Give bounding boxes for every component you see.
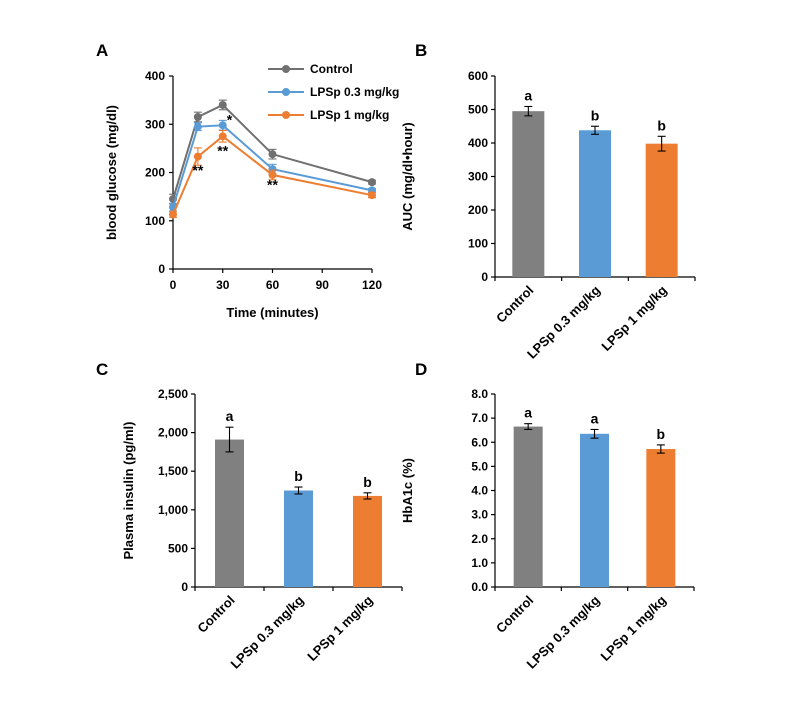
y-tick-label: 500: [468, 103, 488, 117]
y-tick-label: 400: [145, 69, 165, 83]
data-point: [269, 150, 277, 158]
data-point: [219, 101, 227, 109]
data-point: [194, 123, 202, 131]
data-point: [368, 178, 376, 186]
x-tick-label: 120: [362, 278, 382, 292]
y-axis-label: HbA1c (%): [400, 458, 415, 523]
category-label: Control: [493, 593, 536, 636]
y-tick-label: 8.0: [471, 387, 488, 401]
y-tick-label: 2,000: [158, 426, 188, 440]
data-point: [219, 121, 227, 129]
y-tick-label: 1.0: [471, 556, 488, 570]
bar: [580, 434, 609, 587]
bar: [353, 496, 382, 587]
y-tick-label: 100: [468, 237, 488, 251]
legend-label: LPSp 1 mg/kg: [310, 108, 389, 122]
significance-letter: a: [524, 405, 532, 421]
significance-marker: **: [192, 162, 203, 178]
y-tick-label: 600: [468, 69, 488, 83]
x-tick-label: 30: [216, 278, 230, 292]
x-axis-label: Time (minutes): [226, 305, 318, 320]
bar: [512, 111, 544, 277]
y-tick-label: 7.0: [471, 411, 488, 425]
y-tick-label: 2,500: [158, 387, 188, 401]
y-tick-label: 6.0: [471, 435, 488, 449]
panel-b: B 0 100 200 300 400 500 600 AUC (mg/dl•hour) a Con…: [400, 41, 695, 362]
y-tick-label: 500: [168, 541, 188, 555]
panel-d: D 0.0 1.0 2.0 3.0 4.0 5.0 6.0 7.0 8.0 HbA1c (%) a Co…: [400, 360, 694, 672]
x-tick-label: 60: [266, 278, 280, 292]
category-label: LPSp 1 mg/kg: [598, 282, 669, 353]
category-label: LPSp 0.3 mg/kg: [228, 592, 307, 671]
category-label: LPSp 1 mg/kg: [304, 592, 375, 663]
significance-marker: **: [267, 176, 278, 192]
category-label: LPSp 0.3 mg/kg: [524, 592, 603, 671]
y-tick-label: 0: [181, 580, 188, 594]
y-axis-label: blood glucose (mg/dl): [104, 105, 119, 240]
bar: [646, 144, 678, 277]
significance-letter: a: [226, 408, 234, 424]
bar: [514, 427, 543, 587]
y-axis-label: AUC (mg/dl•hour): [400, 122, 415, 231]
y-tick-label: 5.0: [471, 459, 488, 473]
y-tick-label: 3.0: [471, 508, 488, 522]
data-point: [194, 113, 202, 121]
significance-letter: b: [294, 468, 303, 484]
panel-a: A 0 100 200 300 400 0 30 60 90 120 blood glucose (m…: [96, 41, 399, 320]
panel-label: A: [96, 41, 108, 60]
legend-marker: [282, 88, 290, 96]
legend-marker: [282, 111, 290, 119]
y-tick-label: 1,500: [158, 464, 188, 478]
y-tick-label: 100: [145, 214, 165, 228]
y-tick-label: 200: [145, 166, 165, 180]
y-tick-label: 4.0: [471, 484, 488, 498]
significance-letter: b: [591, 107, 600, 123]
significance-letter: b: [657, 426, 666, 442]
category-label: Control: [194, 593, 237, 636]
y-tick-label: 0: [158, 262, 165, 276]
bar: [579, 130, 611, 277]
bar: [646, 449, 675, 587]
data-point: [194, 153, 202, 161]
figure-canvas: A 0 100 200 300 400 0 30 60 90 120 blood glucose (m…: [0, 0, 787, 702]
y-tick-label: 200: [468, 203, 488, 217]
significance-marker: *: [227, 111, 233, 127]
significance-letter: a: [591, 410, 599, 426]
significance-letter: b: [657, 117, 666, 133]
y-axis-label: Plasma insulin (pg/ml): [121, 422, 136, 560]
legend-marker: [282, 65, 290, 73]
category-label: LPSp 1 mg/kg: [598, 592, 669, 663]
data-point: [219, 132, 227, 140]
legend-label: LPSp 0.3 mg/kg: [310, 85, 399, 99]
significance-letter: a: [524, 87, 532, 103]
x-tick-label: 90: [316, 278, 330, 292]
y-tick-label: 300: [468, 170, 488, 184]
panel-label: D: [415, 360, 427, 379]
data-point: [169, 210, 177, 218]
y-tick-label: 300: [145, 117, 165, 131]
category-label: Control: [493, 283, 536, 326]
panel-label: C: [96, 360, 108, 379]
bar: [215, 440, 244, 587]
bar: [284, 491, 313, 588]
panel-c: C 0 500 1,000 1,500 2,000 2,500 Plasma insulin …: [96, 360, 402, 672]
legend-label: Control: [310, 62, 353, 76]
category-label: LPSp 0.3 mg/kg: [524, 282, 603, 361]
y-tick-label: 1,000: [158, 503, 188, 517]
y-tick-label: 0: [481, 270, 488, 284]
y-tick-label: 400: [468, 136, 488, 150]
y-tick-label: 0.0: [471, 580, 488, 594]
y-tick-label: 2.0: [471, 532, 488, 546]
x-tick-label: 0: [170, 278, 177, 292]
significance-letter: b: [363, 474, 372, 490]
data-point: [368, 191, 376, 199]
significance-marker: **: [217, 143, 228, 159]
panel-label: B: [415, 41, 427, 60]
